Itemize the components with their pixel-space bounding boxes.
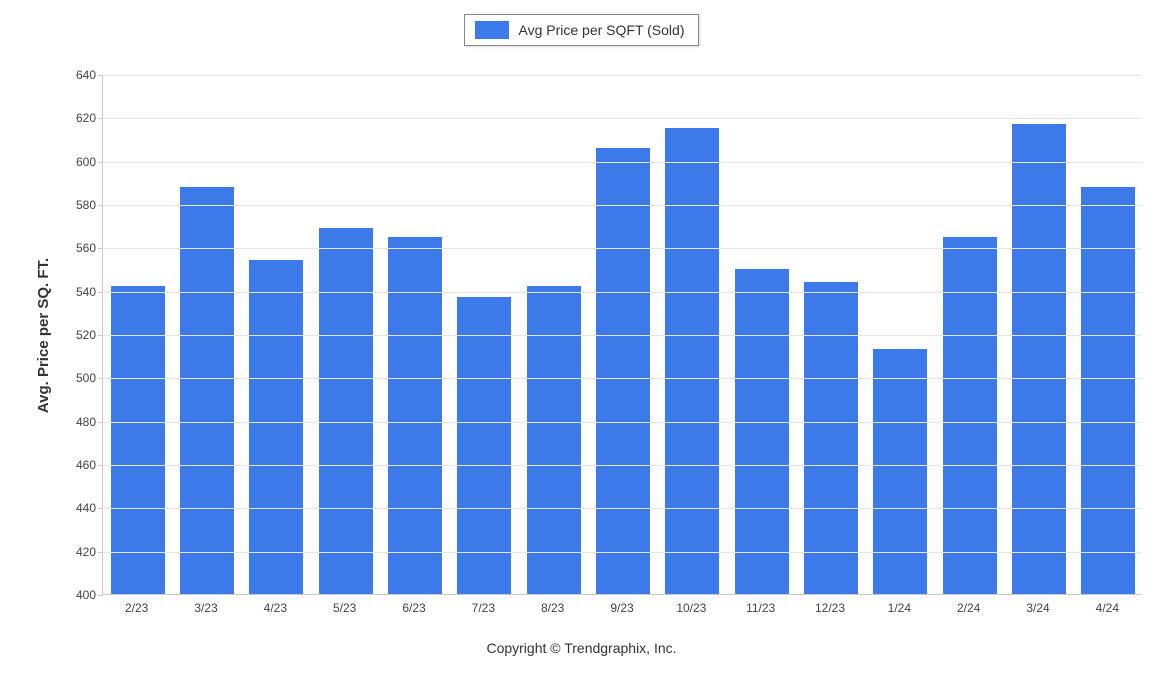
y-tick-label: 500 bbox=[76, 371, 96, 385]
bar bbox=[873, 349, 927, 594]
y-tick-mark bbox=[98, 205, 103, 206]
y-tick-label: 580 bbox=[76, 198, 96, 212]
y-tick-mark bbox=[98, 465, 103, 466]
y-tick-label: 460 bbox=[76, 458, 96, 472]
bar bbox=[596, 148, 650, 594]
x-tick-label: 2/23 bbox=[125, 601, 148, 615]
plot-area: Avg. Price per SQ. FT. 400 420 440 460 480 50… bbox=[32, 75, 1142, 635]
y-tick-label: 400 bbox=[76, 588, 96, 602]
x-tick-label: 2/24 bbox=[957, 601, 980, 615]
y-gridline bbox=[103, 508, 1142, 509]
x-tick-label: 5/23 bbox=[333, 601, 356, 615]
x-tick-label: 11/23 bbox=[746, 601, 775, 615]
y-gridline bbox=[103, 552, 1142, 553]
x-tick-label: 10/23 bbox=[676, 601, 706, 615]
legend: Avg Price per SQFT (Sold) bbox=[464, 14, 700, 46]
legend-label: Avg Price per SQFT (Sold) bbox=[519, 22, 685, 38]
y-axis-area: 400420440460480500520540560580600620640 bbox=[56, 75, 102, 595]
y-tick-label: 420 bbox=[76, 545, 96, 559]
y-tick-mark bbox=[98, 162, 103, 163]
y-gridline bbox=[103, 422, 1142, 423]
x-tick-label: 3/24 bbox=[1026, 601, 1049, 615]
bar bbox=[735, 269, 789, 594]
y-tick-label: 640 bbox=[76, 68, 96, 82]
y-gridline bbox=[103, 205, 1142, 206]
y-tick-mark bbox=[98, 118, 103, 119]
y-gridline bbox=[103, 378, 1142, 379]
bar bbox=[319, 228, 373, 594]
y-gridline bbox=[103, 292, 1142, 293]
bar bbox=[1012, 124, 1066, 594]
x-tick-label: 8/23 bbox=[541, 601, 564, 615]
y-axis-title: Avg. Price per SQ. FT. bbox=[36, 257, 53, 412]
y-gridline bbox=[103, 75, 1142, 76]
y-tick-label: 620 bbox=[76, 111, 96, 125]
y-tick-label: 560 bbox=[76, 241, 96, 255]
y-gridline bbox=[103, 465, 1142, 466]
y-axis-title-container: Avg. Price per SQ. FT. bbox=[32, 75, 56, 595]
bar bbox=[527, 286, 581, 594]
x-tick-label: 3/23 bbox=[194, 601, 217, 615]
y-tick-mark bbox=[98, 552, 103, 553]
x-tick-label: 6/23 bbox=[402, 601, 425, 615]
chart-container: Avg Price per SQFT (Sold) Avg. Price per… bbox=[0, 0, 1163, 683]
legend-swatch bbox=[475, 21, 509, 39]
bar bbox=[111, 286, 165, 594]
bar bbox=[943, 237, 997, 595]
y-tick-label: 520 bbox=[76, 328, 96, 342]
x-tick-label: 12/23 bbox=[815, 601, 845, 615]
y-gridline bbox=[103, 162, 1142, 163]
bar bbox=[388, 237, 442, 595]
y-tick-mark bbox=[98, 378, 103, 379]
y-tick-mark bbox=[98, 422, 103, 423]
y-tick-label: 480 bbox=[76, 415, 96, 429]
y-tick-label: 540 bbox=[76, 285, 96, 299]
x-tick-label: 1/24 bbox=[888, 601, 911, 615]
y-tick-label: 440 bbox=[76, 501, 96, 515]
x-tick-label: 7/23 bbox=[472, 601, 495, 615]
y-tick-label: 600 bbox=[76, 155, 96, 169]
x-axis-area: 2/23 3/23 4/23 5/23 6/23 7/23 8/23 9/23 10/23 11/… bbox=[102, 595, 1142, 625]
plot bbox=[102, 75, 1142, 595]
y-tick-mark bbox=[98, 248, 103, 249]
y-gridline bbox=[103, 118, 1142, 119]
y-gridline bbox=[103, 335, 1142, 336]
bar bbox=[665, 128, 719, 594]
y-tick-mark bbox=[98, 292, 103, 293]
y-tick-mark bbox=[98, 75, 103, 76]
bar bbox=[457, 297, 511, 594]
chart-caption: Copyright © Trendgraphix, Inc. bbox=[0, 640, 1163, 656]
bar bbox=[249, 260, 303, 594]
x-tick-label: 4/24 bbox=[1096, 601, 1119, 615]
y-gridline bbox=[103, 248, 1142, 249]
y-tick-mark bbox=[98, 335, 103, 336]
x-tick-label: 4/23 bbox=[264, 601, 287, 615]
bar bbox=[804, 282, 858, 594]
y-tick-mark bbox=[98, 508, 103, 509]
x-tick-label: 9/23 bbox=[610, 601, 633, 615]
